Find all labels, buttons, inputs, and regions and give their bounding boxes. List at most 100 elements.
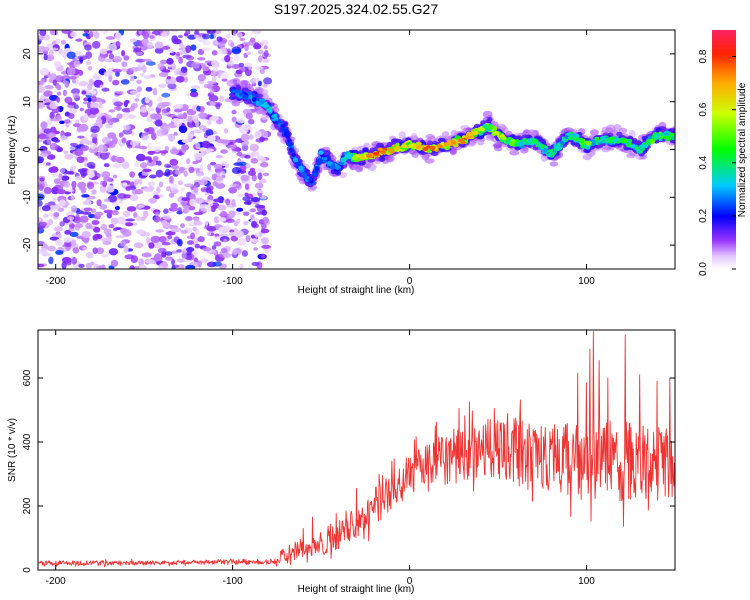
noise-mark xyxy=(249,208,257,213)
noise-mark xyxy=(104,58,113,63)
noise-mark xyxy=(84,44,92,51)
noise-mark xyxy=(96,199,102,207)
noise-mark xyxy=(257,49,264,55)
noise-mark xyxy=(193,186,199,194)
noise-mark xyxy=(113,106,122,111)
noise-mark xyxy=(228,229,235,233)
noise-mark xyxy=(237,193,245,197)
noise-mark xyxy=(71,256,77,265)
noise-mark xyxy=(120,68,128,72)
noise-mark xyxy=(108,53,114,60)
noise-mark xyxy=(230,42,235,48)
noise-mark xyxy=(202,33,210,40)
noise-mark xyxy=(191,61,200,69)
noise-mark xyxy=(250,238,260,243)
noise-mark xyxy=(216,36,223,42)
ridge-mark xyxy=(232,89,239,94)
noise-mark xyxy=(256,204,266,209)
noise-mark xyxy=(39,221,48,227)
noise-mark xyxy=(139,216,146,221)
noise-mark xyxy=(158,181,164,188)
noise-mark xyxy=(206,231,212,237)
noise-mark xyxy=(85,251,94,259)
snr-frame xyxy=(37,329,676,571)
noise-mark xyxy=(76,156,85,164)
noise-mark xyxy=(107,194,118,203)
ridge-peak-mark xyxy=(351,156,358,161)
noise-mark xyxy=(105,36,116,40)
ridge-mark xyxy=(307,186,316,192)
noise-mark xyxy=(82,200,92,206)
noise-mark xyxy=(213,241,222,247)
ridge-mark xyxy=(367,158,376,163)
noise-mark xyxy=(62,80,67,85)
noise-mark xyxy=(123,210,131,218)
noise-mark xyxy=(254,131,262,138)
noise-mark xyxy=(171,227,182,233)
noise-mark xyxy=(203,148,214,152)
noise-mark xyxy=(188,166,195,174)
noise-mark xyxy=(192,129,202,134)
ridge-peak-mark xyxy=(415,145,422,150)
noise-mark xyxy=(91,95,97,103)
noise-mark xyxy=(53,211,60,218)
noise-mark xyxy=(143,187,152,193)
noise-mark xyxy=(172,38,182,45)
noise-mark xyxy=(86,168,95,176)
noise-mark xyxy=(192,226,197,232)
noise-mark xyxy=(231,49,241,53)
ridge-mark xyxy=(273,117,279,121)
ridge-mark xyxy=(647,135,653,140)
noise-mark xyxy=(67,101,77,106)
noise-mark xyxy=(157,247,167,254)
noise-mark xyxy=(129,38,138,43)
noise-mark xyxy=(199,203,209,212)
noise-mark xyxy=(38,45,46,51)
noise-mark xyxy=(77,168,87,173)
ridge-peak-mark xyxy=(380,149,386,154)
noise-mark xyxy=(81,231,92,239)
noise-mark xyxy=(199,164,204,173)
noise-mark xyxy=(183,76,188,83)
noise-mark xyxy=(206,226,217,232)
ridge-mark xyxy=(410,132,418,141)
ridge-mark xyxy=(632,138,638,145)
ridge-mark xyxy=(600,136,607,141)
noise-mark xyxy=(167,133,176,142)
noise-mark xyxy=(145,61,156,66)
noise-mark xyxy=(171,118,181,123)
noise-mark xyxy=(189,198,197,207)
ridge-peak-mark xyxy=(479,127,486,132)
noise-mark xyxy=(93,263,100,269)
noise-mark xyxy=(43,91,53,97)
noise-mark xyxy=(254,182,264,189)
noise-mark xyxy=(173,131,178,136)
noise-mark xyxy=(241,250,248,257)
noise-mark xyxy=(90,133,98,139)
noise-mark xyxy=(69,231,79,238)
noise-mark xyxy=(79,107,84,112)
noise-mark xyxy=(91,220,100,225)
noise-mark xyxy=(174,68,180,76)
noise-mark xyxy=(123,245,129,253)
colorbar-tick-label: 0.2 xyxy=(698,209,709,223)
noise-mark xyxy=(115,156,125,164)
noise-mark xyxy=(182,208,190,214)
noise-mark xyxy=(106,211,113,219)
noise-mark xyxy=(187,133,194,140)
colorbar-tick-label: 0.0 xyxy=(698,262,709,276)
noise-mark xyxy=(122,129,133,135)
noise-mark xyxy=(210,205,216,213)
y-tick-label: 0 xyxy=(22,146,33,152)
noise-mark xyxy=(92,234,99,241)
noise-mark xyxy=(56,96,61,103)
noise-mark xyxy=(75,210,85,215)
noise-mark xyxy=(133,242,144,249)
noise-mark xyxy=(89,31,94,38)
noise-mark xyxy=(101,30,109,35)
noise-mark xyxy=(140,72,145,77)
noise-mark xyxy=(197,74,206,82)
noise-mark xyxy=(236,218,241,224)
noise-mark xyxy=(231,199,236,207)
noise-mark xyxy=(251,174,257,182)
